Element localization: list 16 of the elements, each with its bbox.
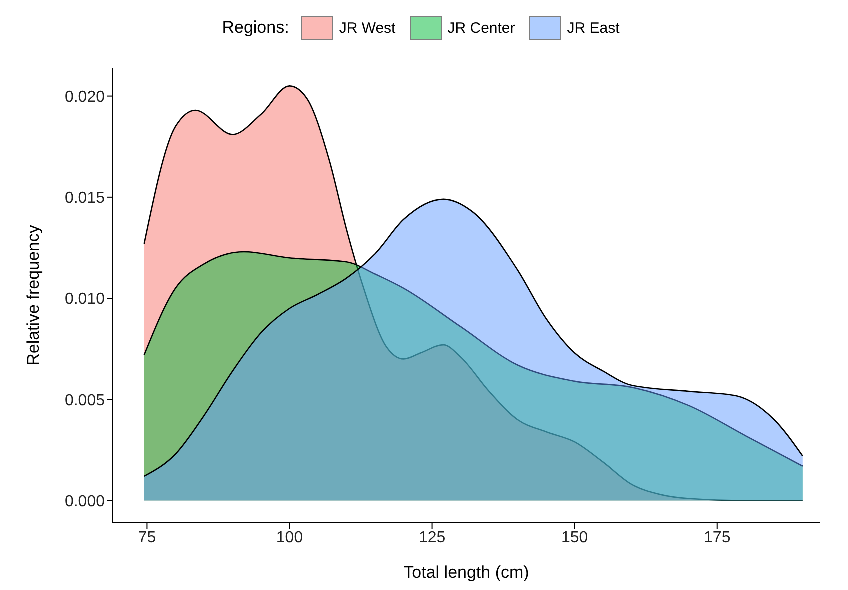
y-tick-label: 0.015 xyxy=(64,190,106,208)
x-tick-label: 100 xyxy=(276,529,304,546)
y-axis-title: Relative frequency xyxy=(24,224,44,366)
legend-label: JR Center xyxy=(448,20,516,36)
x-tick-label: 125 xyxy=(418,529,446,546)
x-axis-title: Total length (cm) xyxy=(404,563,530,582)
y-tick-label: 0.005 xyxy=(64,392,106,410)
x-tick-label: 150 xyxy=(561,529,588,546)
legend-label: JR East xyxy=(567,20,620,36)
legend-label: JR West xyxy=(339,20,396,36)
x-tick-label: 75 xyxy=(138,529,156,546)
legend-title: Regions: xyxy=(222,18,290,38)
x-tick-label: 175 xyxy=(704,529,731,546)
y-tick-label: 0.010 xyxy=(64,291,106,308)
y-tick-label: 0.020 xyxy=(64,88,106,106)
y-tick-label: 0.000 xyxy=(64,493,106,510)
